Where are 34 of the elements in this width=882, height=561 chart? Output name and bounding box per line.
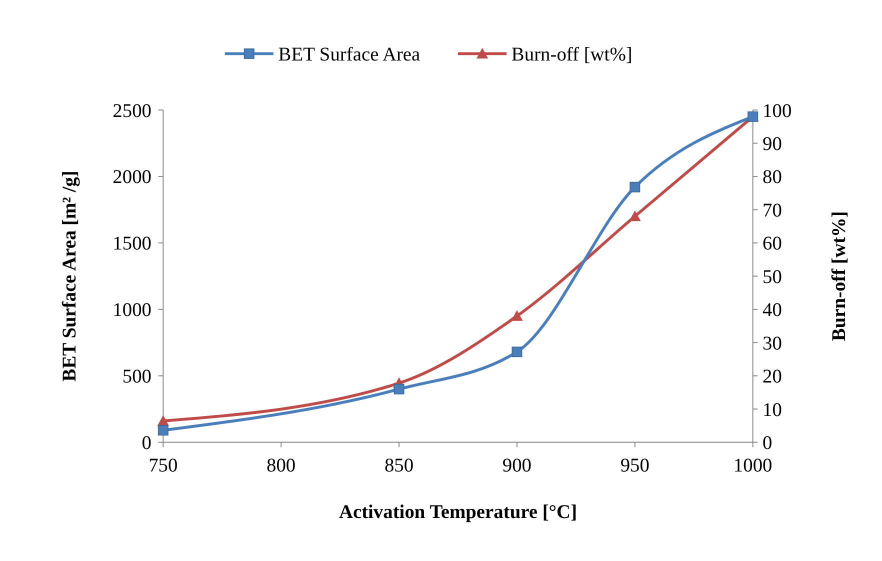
y-tick-label: 1500 (112, 234, 152, 255)
y2-tick-label: 40 (762, 300, 782, 322)
y2-tick-label: 30 (762, 333, 782, 354)
x-tick-label: 1000 (733, 455, 772, 476)
y-tick-label: 0 (142, 433, 152, 454)
point (158, 425, 168, 436)
y2-tick-label: 100 (762, 100, 792, 122)
y-tick-label: 2500 (112, 100, 152, 122)
y2-tick-label: 20 (762, 366, 782, 388)
x-tick-label: 900 (502, 455, 532, 476)
y2-tick-label: 70 (762, 200, 782, 222)
y2-axis-title: Burn-off [wt%] (829, 211, 850, 342)
y-tick-label: 2000 (112, 167, 152, 188)
legend-label: BET Surface Area (278, 44, 421, 66)
legend-label: Burn-off [wt%] (511, 44, 632, 66)
x-tick-label: 850 (384, 455, 414, 476)
y-tick-label: 500 (122, 366, 152, 388)
point (630, 182, 640, 192)
x-tick-label: 800 (266, 455, 296, 476)
x-tick-label: 750 (148, 455, 178, 476)
point (512, 346, 522, 358)
y2-tick-label: 50 (762, 266, 782, 288)
y2-tick-label: 90 (762, 134, 782, 156)
point (629, 210, 641, 222)
point (511, 310, 523, 321)
y2-tick-label: 10 (762, 400, 782, 421)
y2-tick-label: 0 (762, 433, 772, 454)
y-tick-label: 1000 (112, 300, 152, 322)
point (394, 384, 404, 394)
x-axis-title: Activation Temperature [°C] (338, 502, 578, 524)
y2-tick-label: 80 (762, 167, 782, 188)
y2-tick-label: 60 (762, 234, 782, 255)
y-axis-title: BET Surface Area [m² /g] (60, 170, 81, 382)
x-tick-label: 950 (620, 455, 650, 476)
